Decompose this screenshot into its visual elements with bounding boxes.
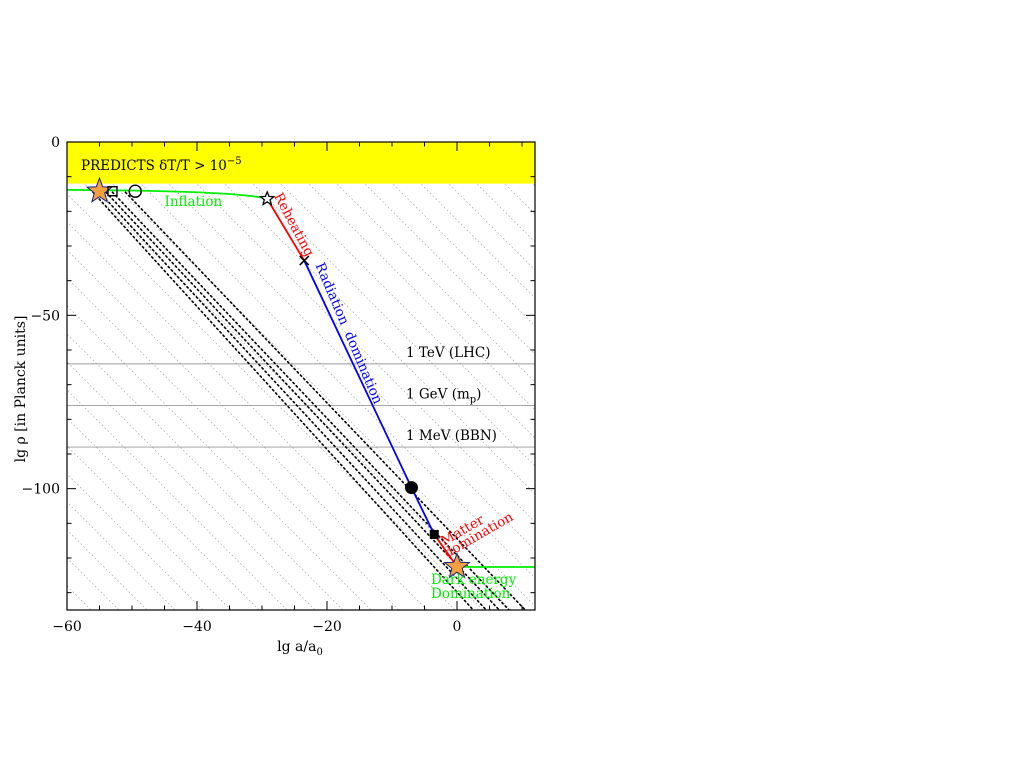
x-tick-label: −60 [52,619,82,635]
y-tick-label: −50 [30,308,60,324]
x-tick-label: −40 [182,619,212,635]
dotted-track [92,191,475,610]
axis-ticks: −60 −40 −20 0 0 −50 −100 [22,135,535,635]
energy-label: 1 TeV (LHC) [406,345,490,361]
dotted-track [111,191,510,610]
hatch-line [631,142,1024,610]
series-matter-domination [433,533,458,568]
hatch-line [0,142,63,610]
hatch-line [687,142,1024,610]
dotted-track [105,191,501,610]
series-reheating [266,198,306,262]
hatch-line [743,142,1024,610]
dotted-track [98,191,488,610]
x-tick-label: −20 [312,619,342,635]
marker-star-today [443,552,471,579]
series-inflation [67,188,269,200]
hatch-line [967,142,1024,610]
marker-filled-circle [405,481,418,495]
hatch-line [799,142,1024,610]
hatch-line [939,142,1024,610]
excluded-band: PREDICTS δT/T > 10−5 [67,142,535,184]
dotted-tracks [92,191,527,610]
hatch-line [883,142,1024,610]
y-tick-label: −100 [22,482,60,498]
plot-frame [66,141,536,611]
marker-open-circle [128,184,142,198]
hatch-line [575,142,1024,610]
y-tick-label: 0 [51,135,60,151]
energy-label: 1 GeV (mp) [406,386,481,405]
marker-cross [299,255,310,266]
x-axis-title: lg a/a0 [277,639,323,658]
hatch-line [827,142,1024,610]
hatch-line [855,142,1024,610]
hatch-line [995,142,1024,610]
x-tick-label: 0 [453,619,462,635]
marker-open-star [258,190,276,206]
hatch-line [518,142,535,159]
hatch-line [547,142,1015,610]
marker-open-square [107,186,118,197]
annotation-inflation: Inflation [165,194,223,210]
annotation-domination: Domination [431,586,511,602]
annotation-dark-energy: Dark energy [431,572,517,588]
epoch-markers [85,176,471,579]
hatch-line [911,142,1024,610]
marker-filled-square [429,529,439,539]
hatch-line [771,142,1024,610]
excluded-band-label: PREDICTS δT/T > 10−5 [81,156,242,174]
energy-scale-lines: 1 TeV (LHC) 1 GeV (mp) 1 MeV (BBN) [67,345,535,448]
hatch-line [603,142,1024,610]
energy-label: 1 MeV (BBN) [406,428,497,444]
hatch-line [659,142,1024,610]
y-axis-title: lg ρ [in Planck units] [13,316,29,463]
dotted-track [124,191,527,610]
hatch-line [490,142,535,187]
hatch-line [715,142,1024,610]
